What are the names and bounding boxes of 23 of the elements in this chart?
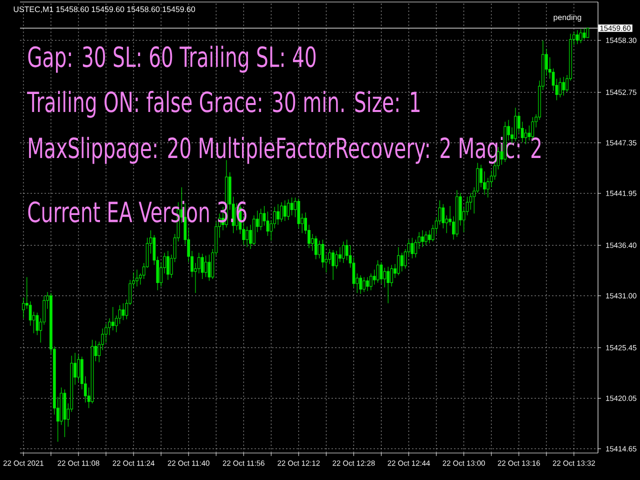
candlestick (335, 250, 338, 269)
candlestick (77, 354, 80, 382)
candlestick (166, 250, 170, 280)
candlestick (582, 28, 586, 40)
candlestick (104, 324, 108, 343)
candlestick (311, 234, 314, 252)
candlestick (424, 230, 428, 246)
candlestick (246, 226, 249, 248)
candlestick (421, 230, 424, 248)
candlestick (369, 273, 372, 290)
candlestick (480, 164, 482, 188)
candlestick (280, 202, 283, 222)
candlestick (362, 276, 366, 292)
candlestick (366, 276, 369, 292)
candlestick (397, 246, 400, 276)
candlestick (111, 306, 114, 331)
candlestick (276, 204, 280, 225)
annotation: Trailing ON: false Grace: 30 min. Size: 1 (27, 90, 420, 118)
candlestick (136, 269, 138, 287)
candlestick (338, 246, 342, 262)
annotation: Gap: 30 SL: 60 Trailing SL: 40 (28, 46, 316, 73)
candlestick (483, 171, 486, 196)
candlestick (456, 190, 458, 238)
